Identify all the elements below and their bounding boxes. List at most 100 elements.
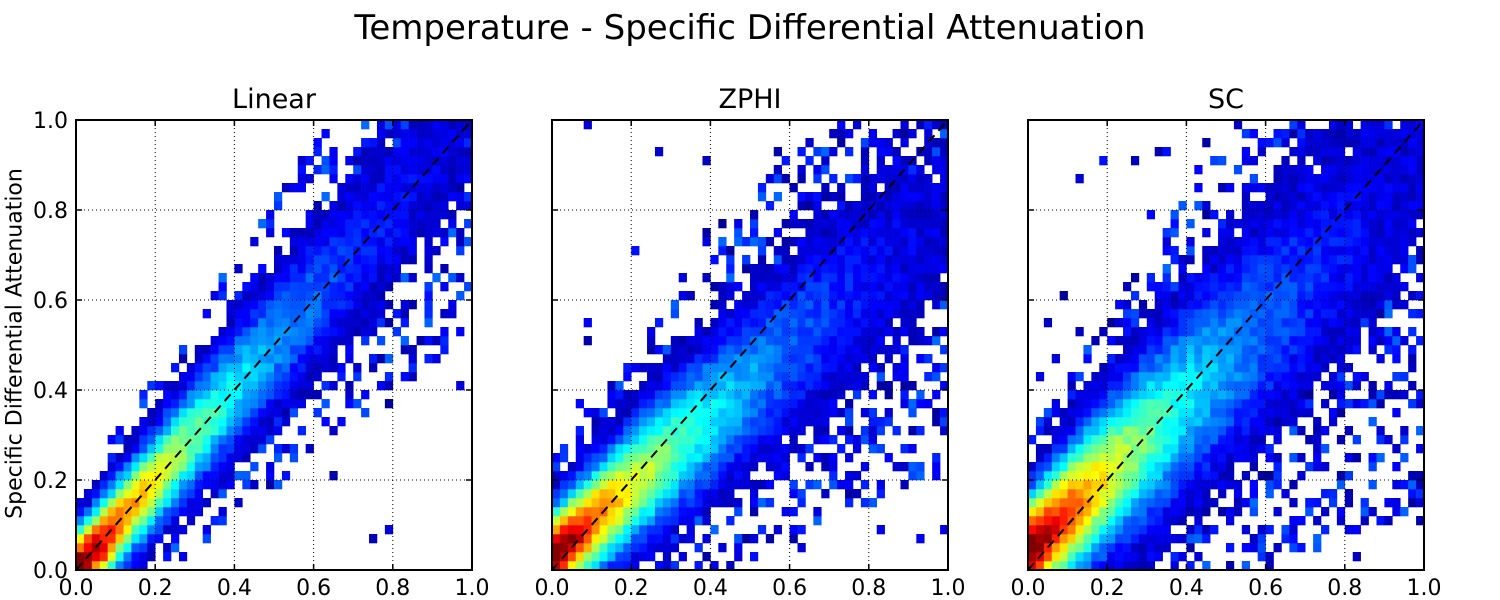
heatmap-cell (1210, 291, 1219, 301)
heatmap-cell (1384, 255, 1393, 265)
heatmap-cell (345, 282, 354, 292)
heatmap-cell (1083, 426, 1092, 436)
heatmap-cell (868, 336, 878, 346)
heatmap-cell (1186, 345, 1195, 355)
heatmap-cell (147, 534, 156, 544)
heatmap-cell (789, 300, 798, 310)
heatmap-cell (1210, 354, 1219, 364)
heatmap-cell (376, 156, 386, 166)
heatmap-cell (123, 552, 132, 562)
heatmap-cell (1249, 381, 1258, 391)
heatmap-cell (924, 228, 933, 238)
heatmap-cell (1273, 426, 1282, 436)
heatmap-cell (900, 381, 909, 391)
heatmap-cell (884, 390, 893, 400)
heatmap-cell (1321, 327, 1330, 337)
heatmap-cell (686, 507, 695, 517)
heatmap-cell (726, 453, 735, 463)
heatmap-cell (845, 264, 854, 274)
heatmap-cell (392, 183, 402, 193)
heatmap-cell (1218, 300, 1227, 310)
heatmap-cell (1099, 462, 1108, 472)
heatmap-cell (297, 255, 306, 265)
heatmap-cell (1091, 408, 1100, 418)
heatmap-cell (718, 345, 727, 355)
heatmap-cell (353, 318, 362, 328)
heatmap-cell (456, 201, 465, 211)
heatmap-cell (631, 390, 640, 400)
heatmap-cell (1130, 390, 1140, 400)
heatmap-cell (1051, 498, 1060, 508)
heatmap-cell (274, 264, 283, 274)
heatmap-cell (266, 471, 275, 481)
heatmap-cell (147, 435, 156, 445)
heatmap-cell (607, 390, 616, 400)
heatmap-cell (456, 129, 465, 139)
heatmap-cell (313, 354, 322, 364)
heatmap-cell (210, 480, 219, 490)
heatmap-cell (123, 516, 132, 526)
heatmap-cell (1162, 408, 1171, 418)
heatmap-cell (1289, 183, 1298, 193)
heatmap-cell (1344, 192, 1354, 202)
heatmap-cell (1352, 282, 1361, 292)
heatmap-cell (361, 183, 370, 193)
heatmap-cell (670, 354, 680, 364)
heatmap-cell (900, 183, 909, 193)
heatmap-cell (281, 291, 291, 301)
heatmap-cell (1265, 138, 1274, 148)
heatmap-cell (718, 435, 727, 445)
heatmap-cell (1154, 435, 1163, 445)
heatmap-cell (797, 165, 806, 175)
heatmap-cell (1257, 210, 1266, 220)
heatmap-cell (186, 516, 196, 526)
heatmap-cell (1400, 336, 1409, 346)
heatmap-cell (781, 417, 790, 427)
heatmap-cell (1162, 327, 1171, 337)
heatmap-cell (1051, 543, 1060, 553)
heatmap-cell (1194, 354, 1203, 364)
heatmap-cell (908, 165, 917, 175)
heatmap-cell (1162, 399, 1171, 409)
heatmap-cell (1257, 363, 1266, 373)
heatmap-cell (805, 399, 814, 409)
heatmap-cell (210, 444, 219, 454)
heatmap-cell (631, 489, 640, 499)
heatmap-cell (623, 435, 632, 445)
heatmap-cell (829, 462, 838, 472)
heatmap-cell (892, 183, 901, 193)
heatmap-cell (218, 435, 227, 445)
heatmap-cell (1091, 381, 1100, 391)
heatmap-cell (821, 300, 830, 310)
heatmap-cell (1170, 399, 1179, 409)
heatmap-cell (908, 273, 917, 283)
heatmap-cell (1154, 444, 1163, 454)
heatmap-cell (1146, 417, 1156, 427)
heatmap-cell (1313, 345, 1322, 355)
heatmap-cell (1178, 471, 1187, 481)
heatmap-cell (1265, 246, 1274, 256)
heatmap-cell (384, 246, 394, 256)
heatmap-cell (623, 408, 632, 418)
heatmap-cell (750, 345, 759, 355)
heatmap-cell (91, 489, 101, 499)
heatmap-cell (1178, 435, 1187, 445)
heatmap-cell (1368, 507, 1377, 517)
heatmap-cell (1360, 516, 1369, 526)
heatmap-cell (1289, 543, 1298, 553)
heatmap-cell (1328, 165, 1338, 175)
heatmap-cell (805, 201, 814, 211)
heatmap-cell (789, 354, 798, 364)
heatmap-cell (1328, 210, 1338, 220)
heatmap-cell (210, 363, 219, 373)
heatmap-cell (821, 273, 830, 283)
heatmap-cell (1257, 264, 1266, 274)
heatmap-cell (274, 246, 283, 256)
heatmap-cell (1226, 372, 1235, 382)
heatmap-cell (432, 183, 441, 193)
heatmap-cell (329, 237, 338, 247)
heatmap-cell (1241, 354, 1251, 364)
heatmap-cell (892, 246, 901, 256)
heatmap-cell (615, 417, 624, 427)
heatmap-cell (305, 390, 314, 400)
